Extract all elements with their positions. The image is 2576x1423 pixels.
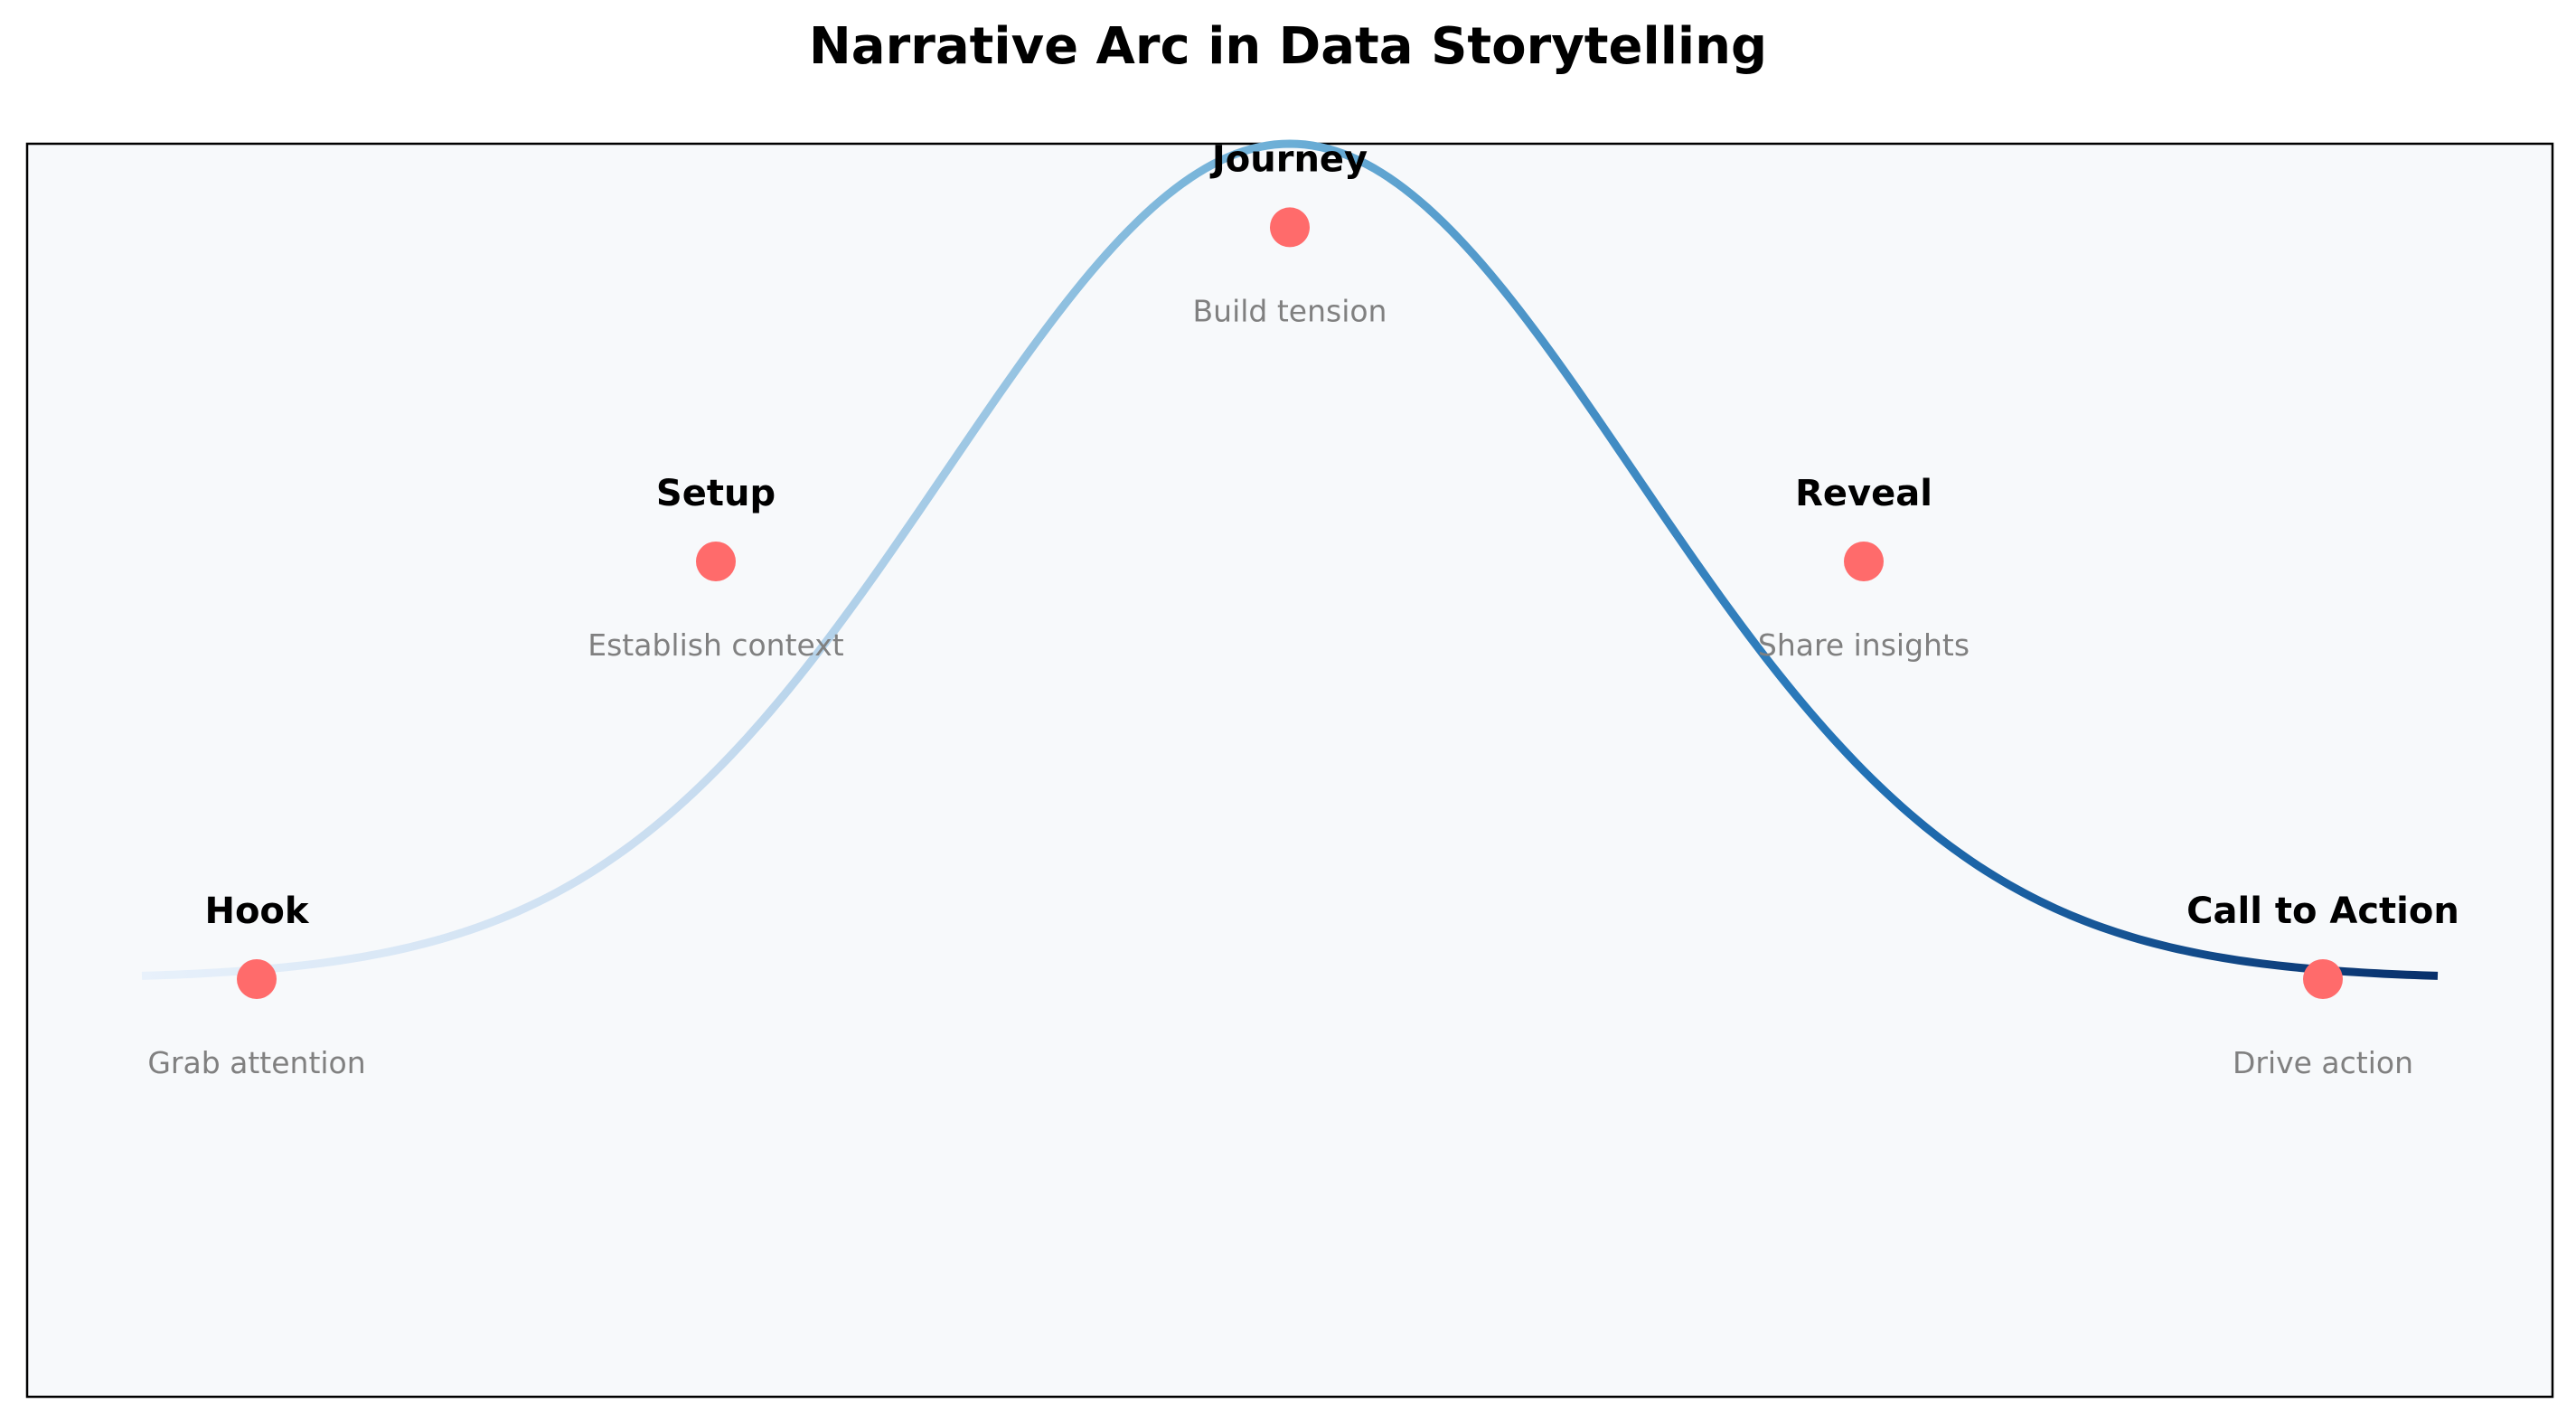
stage-layer: Hook Grab attention Setup Establish context… (147, 138, 2459, 1080)
stage-marker (696, 542, 736, 581)
stage-hook: Hook Grab attention (147, 891, 365, 1080)
stage-label: Call to Action (2186, 891, 2459, 932)
stage-call-to-action: Call to Action Drive action (2186, 891, 2459, 1080)
stage-description: Build tension (1193, 293, 1387, 328)
stage-description: Share insights (1758, 627, 1970, 663)
stage-marker (2303, 959, 2343, 999)
stage-marker (237, 959, 277, 999)
stage-marker (1270, 207, 1310, 248)
plot-area (25, 142, 2554, 1399)
stage-label: Journey (1209, 138, 1368, 180)
stage-journey: Journey Build tension (1193, 138, 1387, 328)
stage-description: Grab attention (147, 1045, 365, 1080)
stage-marker (1844, 542, 1884, 581)
narrative-arc-line (141, 139, 2439, 980)
stage-setup: Setup Establish context (588, 473, 844, 663)
stage-label: Setup (656, 473, 776, 514)
arc-curve-layer (141, 139, 2439, 980)
stage-label: Reveal (1795, 473, 1932, 514)
stage-description: Drive action (2233, 1045, 2413, 1080)
stage-description: Establish context (588, 627, 844, 663)
stage-reveal: Reveal Share insights (1758, 473, 1970, 663)
stage-label: Hook (204, 891, 309, 932)
chart-title: Narrative Arc in Data Storytelling (809, 17, 1767, 76)
